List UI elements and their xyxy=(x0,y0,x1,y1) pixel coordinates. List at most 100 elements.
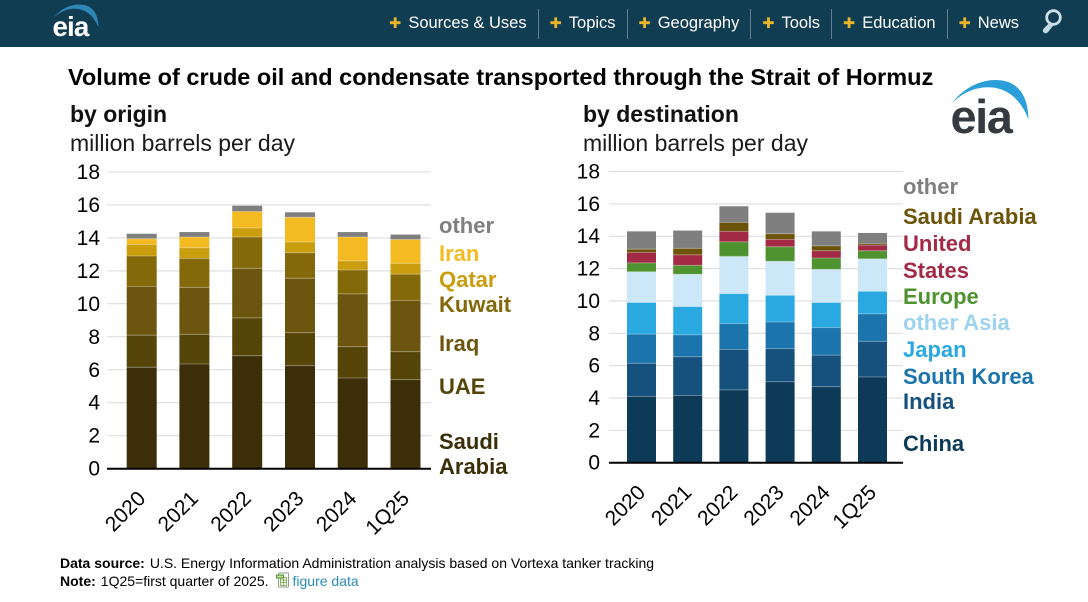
bar-segment-1Q25-united-states xyxy=(858,245,887,251)
bar-segment-2020-uae xyxy=(126,335,157,368)
legend-label-saudi-arabia: Saudi Arabia xyxy=(439,429,508,479)
nav-item-label: News xyxy=(977,14,1019,32)
legend-label-europe: Europe xyxy=(903,284,979,309)
bar-segment-2024-other xyxy=(811,231,841,246)
bar-segment-2023-japan xyxy=(765,295,795,322)
bar-segment-2023-kuwait xyxy=(285,252,315,279)
bar-segment-2024-india xyxy=(811,355,841,387)
nav-item-label: Tools xyxy=(781,14,821,32)
nav-item-news[interactable]: ✚ News xyxy=(948,9,1019,39)
x-tick-label-2020: 2020 xyxy=(601,481,650,530)
nav-item-geography[interactable]: ✚ Geography xyxy=(628,8,752,39)
bar-segment-2020-other xyxy=(627,231,656,250)
destination-chart-unit-label: million barrels per day xyxy=(583,130,808,156)
bar-segment-2022-united-states xyxy=(719,231,749,242)
bar-segment-2022-uae xyxy=(232,317,263,356)
y-tick-label-2: 2 xyxy=(88,425,100,448)
bar-2021 xyxy=(673,230,703,463)
bar-segment-2022-china xyxy=(719,389,749,463)
bar-segment-1Q25-kuwait xyxy=(390,274,421,301)
y-tick-label-16: 16 xyxy=(77,194,100,217)
bar-segment-2021-other xyxy=(673,230,703,249)
search-icon xyxy=(1042,9,1062,34)
bar-segment-1Q25-qatar xyxy=(390,263,421,275)
bar-2022 xyxy=(232,205,263,469)
legend-label-other: other xyxy=(903,174,958,199)
bar-segment-2023-uae xyxy=(285,332,315,366)
bar-segment-2022-europe xyxy=(719,241,749,257)
bar-segment-2021-india xyxy=(673,356,703,396)
nav-item-sources-uses[interactable]: ✚ Sources & Uses xyxy=(378,8,539,39)
bar-segment-2020-saudi-arabia xyxy=(627,249,656,253)
x-tick-label-2021: 2021 xyxy=(647,481,696,530)
y-tick-label-14: 14 xyxy=(77,227,101,250)
bar-segment-2022-qatar xyxy=(232,227,263,238)
search-button[interactable] xyxy=(1040,4,1068,34)
y-tick-label-18: 18 xyxy=(577,161,600,184)
eia-logo-header[interactable]: eia xyxy=(51,2,103,45)
bar-segment-1Q25-iran xyxy=(390,239,421,264)
bar-segment-2021-iran xyxy=(179,237,210,248)
bar-segment-2024-other-asia xyxy=(811,269,841,303)
y-tick-label-8: 8 xyxy=(88,326,100,349)
figure-data-link[interactable]: figure data xyxy=(292,573,359,589)
bar-segment-1Q25-uae xyxy=(390,351,421,380)
bar-segment-2023-united-states xyxy=(765,239,795,247)
bar-2024 xyxy=(337,232,368,469)
bar-2020 xyxy=(126,233,157,469)
bar-segment-2023-iraq xyxy=(285,278,315,333)
x-tick-label-1Q25: 1Q25 xyxy=(828,481,881,534)
bar-segment-2022-iran xyxy=(232,211,263,228)
bar-segment-2020-south-korea xyxy=(627,334,656,364)
legend-label-kuwait: Kuwait xyxy=(439,292,512,317)
note-line: Note: 1Q25=first quarter of 2025. figure… xyxy=(60,572,654,590)
bar-segment-2020-kuwait xyxy=(126,255,157,287)
bar-segment-2021-qatar xyxy=(179,247,210,259)
nav-item-topics[interactable]: ✚ Topics xyxy=(539,8,628,39)
bar-segment-2022-kuwait xyxy=(232,237,263,269)
bar-2023 xyxy=(285,212,315,469)
bar-segment-2024-europe xyxy=(811,258,841,270)
plus-icon: ✚ xyxy=(549,16,562,32)
bar-segment-2024-saudi-arabia xyxy=(337,378,368,469)
bar-segment-2024-saudi-arabia xyxy=(811,245,841,251)
bar-2020 xyxy=(627,231,656,463)
plus-icon: ✚ xyxy=(843,16,856,32)
bar-segment-2022-saudi-arabia xyxy=(232,355,263,469)
y-tick-label-14: 14 xyxy=(577,225,601,248)
bar-2021 xyxy=(179,232,210,469)
bar-segment-1Q25-india xyxy=(858,341,887,377)
y-tick-label-4: 4 xyxy=(588,387,600,410)
bar-segment-2020-other-asia xyxy=(627,271,656,303)
bar-segment-1Q25-saudi-arabia xyxy=(390,379,421,469)
nav-item-tools[interactable]: ✚ Tools xyxy=(751,8,833,39)
bar-segment-2023-iran xyxy=(285,217,315,242)
note-text: 1Q25=first quarter of 2025. xyxy=(100,573,269,589)
bar-1Q25 xyxy=(858,232,887,463)
bar-segment-2024-other xyxy=(337,232,368,238)
bar-segment-2022-japan xyxy=(719,293,749,324)
bar-segment-1Q25-other xyxy=(390,234,421,240)
bar-segment-2021-south-korea xyxy=(673,334,703,357)
y-tick-label-0: 0 xyxy=(588,452,600,475)
bar-segment-2020-saudi-arabia xyxy=(126,367,157,469)
bar-segment-1Q25-europe xyxy=(858,250,887,259)
legend-label-uae: UAE xyxy=(439,374,486,399)
nav-item-label: Education xyxy=(862,14,936,32)
y-tick-label-6: 6 xyxy=(588,355,600,378)
legend-label-saudi-arabia: Saudi Arabia xyxy=(903,204,1037,229)
bar-segment-2021-other-asia xyxy=(673,274,703,307)
nav-item-label: Sources & Uses xyxy=(408,14,527,32)
nav-item-education[interactable]: ✚ Education xyxy=(832,8,948,39)
eia-logo-graphic: eia xyxy=(52,4,99,42)
bar-segment-2023-saudi-arabia xyxy=(765,233,795,240)
bar-segment-2021-kuwait xyxy=(179,258,210,288)
bar-segment-2024-kuwait xyxy=(337,270,368,294)
y-tick-label-18: 18 xyxy=(77,161,100,184)
y-tick-label-2: 2 xyxy=(588,419,600,442)
legend-label-other-asia: other Asia xyxy=(903,310,1010,335)
svg-text:eia: eia xyxy=(52,11,89,40)
